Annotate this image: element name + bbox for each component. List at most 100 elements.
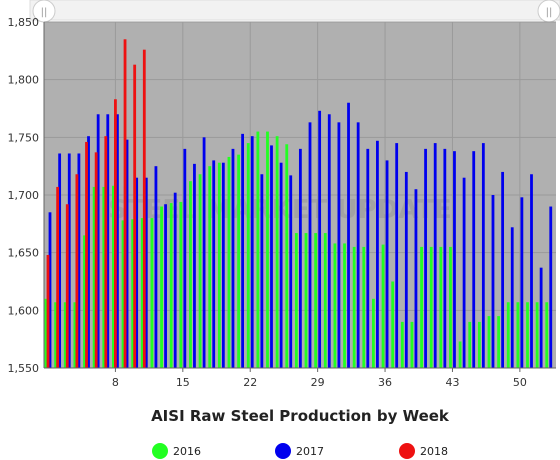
- bar-2016: [410, 321, 414, 368]
- bar-2017: [347, 102, 350, 368]
- bar-2017: [270, 145, 273, 368]
- bar-2017: [414, 189, 418, 368]
- bar-2017: [116, 114, 119, 369]
- y-tick-label: 1,700: [8, 189, 40, 202]
- bar-2016: [246, 143, 250, 368]
- bar-2017: [510, 227, 514, 368]
- bar-2016: [420, 246, 423, 368]
- bar-2018: [75, 174, 79, 368]
- scrollbar-grip-right: ||: [546, 7, 553, 18]
- bar-2017: [501, 171, 505, 368]
- bar-2016: [294, 233, 298, 368]
- legend-item-2016[interactable]: 2016: [152, 443, 201, 459]
- range-scrollbar[interactable]: || ||: [29, 0, 560, 23]
- bar-2018: [56, 186, 60, 368]
- bar-2016: [323, 233, 327, 368]
- bar-2017: [327, 114, 331, 369]
- bar-2016: [285, 144, 289, 368]
- bar-2017: [520, 197, 524, 368]
- bar-2016: [131, 219, 135, 368]
- x-tick-label: 43: [445, 376, 459, 389]
- bar-2016: [150, 218, 154, 368]
- bar-2016: [497, 316, 501, 368]
- bar-2016: [208, 166, 212, 368]
- bar-2017: [154, 166, 158, 368]
- bar-2016: [352, 246, 356, 368]
- bar-2017: [212, 160, 216, 368]
- bar-2018: [133, 64, 137, 369]
- bar-2016: [468, 321, 472, 368]
- bar-2017: [453, 151, 456, 368]
- scrollbar-track[interactable]: [29, 0, 560, 21]
- bar-2016: [266, 131, 269, 368]
- legend-item-2017[interactable]: 2017: [275, 443, 324, 459]
- bar-2016: [449, 246, 452, 368]
- bar-2016: [227, 156, 231, 368]
- bar-2017: [241, 133, 244, 368]
- bar-2017: [183, 148, 187, 368]
- bar-2016: [44, 298, 48, 368]
- bar-2017: [491, 195, 495, 368]
- bar-2016: [160, 206, 163, 368]
- bar-2017: [221, 162, 225, 368]
- bar-2017: [164, 204, 167, 368]
- bar-2016: [439, 246, 443, 368]
- bar-2016: [237, 154, 240, 368]
- bar-2016: [169, 203, 173, 368]
- bar-2016: [458, 341, 462, 368]
- bar-2017: [289, 175, 293, 368]
- legend-marker: [152, 443, 168, 459]
- legend: 2016 2017 2018: [152, 443, 448, 459]
- bar-2016: [477, 321, 481, 368]
- bar-2017: [481, 143, 485, 368]
- bar-2016: [526, 302, 529, 368]
- bar-2017: [144, 177, 148, 368]
- y-tick-label: 1,650: [8, 247, 40, 260]
- bar-2017: [298, 148, 302, 368]
- bars-layer: [44, 39, 553, 369]
- bar-2018: [46, 254, 50, 368]
- bar-2016: [535, 302, 539, 368]
- bar-2017: [125, 139, 129, 368]
- bar-2018: [85, 141, 88, 368]
- bar-2017: [549, 206, 553, 368]
- legend-label: 2016: [173, 445, 201, 458]
- bar-2017: [385, 160, 389, 368]
- bar-2017: [318, 110, 322, 368]
- bar-2017: [539, 267, 543, 368]
- bar-2016: [63, 302, 67, 368]
- bar-2017: [58, 153, 62, 368]
- bar-2017: [337, 122, 341, 368]
- y-tick-label: 1,600: [8, 304, 40, 317]
- x-tick-label: 29: [311, 376, 325, 389]
- x-tick-label: 8: [112, 376, 119, 389]
- bar-2016: [400, 321, 404, 368]
- x-tick-label: 22: [243, 376, 257, 389]
- x-tick-label: 50: [513, 376, 527, 389]
- legend-item-2018[interactable]: 2018: [399, 443, 448, 459]
- bar-2016: [73, 302, 77, 368]
- bar-2016: [54, 302, 58, 368]
- bar-2016: [83, 235, 86, 368]
- bar-2016: [516, 302, 520, 368]
- bar-2016: [92, 186, 96, 368]
- y-axis: 1,550 1,600 1,650 1,700 1,750 1,800 1,850: [8, 16, 45, 375]
- bar-2018: [104, 136, 108, 368]
- bar-2017: [395, 143, 399, 368]
- bar-2016: [391, 281, 395, 368]
- grid-lines: [44, 21, 556, 369]
- bar-2017: [530, 174, 533, 368]
- bar-2017: [279, 162, 283, 368]
- bar-2017: [424, 148, 427, 368]
- bar-2016: [217, 162, 221, 368]
- bar-2017: [106, 114, 110, 369]
- bar-2017: [404, 171, 408, 368]
- bar-2016: [256, 131, 260, 368]
- bar-2018: [142, 49, 146, 369]
- bar-2016: [275, 136, 279, 368]
- y-tick-label: 1,750: [8, 131, 40, 144]
- bar-2017: [135, 177, 139, 368]
- bar-2017: [472, 151, 476, 368]
- y-tick-label: 1,800: [8, 74, 40, 87]
